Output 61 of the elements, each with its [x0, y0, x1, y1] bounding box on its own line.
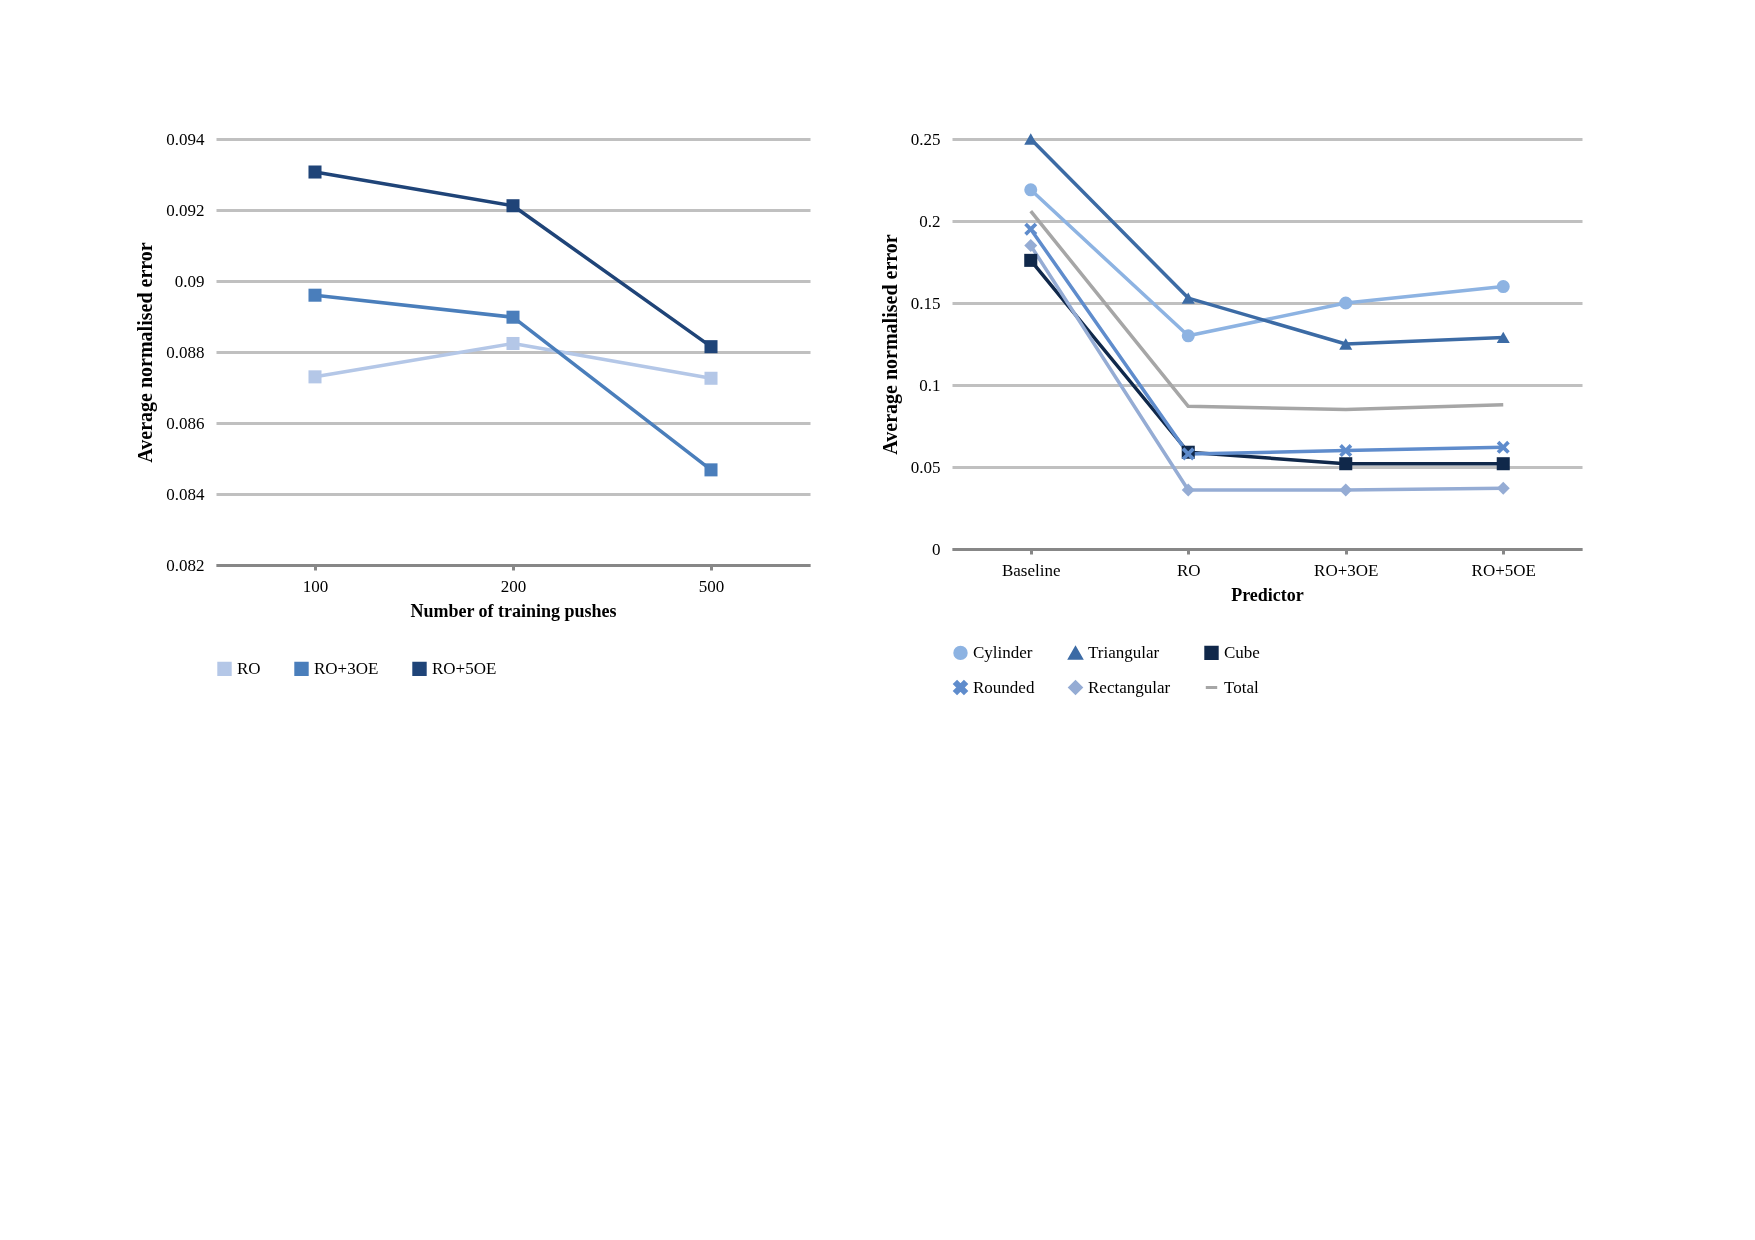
point	[1339, 444, 1353, 458]
legend-label: Triangular	[1088, 643, 1160, 663]
x-tick-label: 200	[500, 576, 527, 596]
point	[1496, 280, 1510, 294]
x-tick-label: 100	[302, 576, 329, 596]
x-axis-title: Number of training pushes	[410, 600, 617, 621]
legend-label: RO	[237, 658, 261, 678]
y-tick-label: 0.05	[910, 457, 941, 477]
point	[1496, 481, 1510, 495]
point	[1496, 440, 1510, 454]
point	[308, 288, 322, 302]
x-tick-label: Baseline	[1001, 560, 1061, 580]
y-tick-label: 0.082	[166, 555, 205, 575]
legend-label: Rectangular	[1088, 677, 1171, 697]
legend-label: Cube	[1224, 642, 1260, 662]
point	[1339, 483, 1353, 497]
point	[704, 371, 718, 385]
line-series	[1029, 209, 1505, 412]
point	[1339, 296, 1353, 310]
point	[1496, 457, 1510, 471]
point	[308, 370, 322, 384]
legend-label: Rounded	[973, 677, 1035, 697]
y-tick-label: 0.084	[166, 484, 205, 504]
y-tick-label: 0.2	[919, 211, 941, 231]
point	[1024, 183, 1038, 197]
point	[1496, 331, 1510, 344]
point	[1024, 133, 1038, 145]
y-tick-label: 0.092	[166, 200, 205, 220]
point	[1024, 239, 1038, 253]
point	[1181, 292, 1195, 304]
x-tick-label: RO+5OE	[1471, 560, 1536, 580]
point	[1024, 253, 1038, 267]
point	[1181, 329, 1195, 343]
y-tick-label: 0.088	[166, 342, 205, 362]
point	[1339, 338, 1353, 350]
x-tick-label: RO+3OE	[1314, 560, 1379, 580]
y-axis-title: Average normalised error	[878, 234, 902, 455]
legend-label: Total	[1224, 677, 1259, 697]
y-tick-label: 0.09	[174, 271, 205, 291]
point	[1181, 483, 1195, 497]
legend-label: RO+5OE	[432, 658, 497, 678]
point	[1339, 457, 1353, 471]
y-tick-label: 0	[932, 539, 941, 559]
point	[506, 199, 520, 213]
point	[506, 336, 520, 350]
point	[704, 463, 718, 477]
legend-label: RO+3OE	[314, 658, 379, 678]
y-tick-label: 0.15	[910, 293, 941, 313]
y-axis-title: Average normalised error	[134, 242, 158, 463]
y-tick-label: 0.25	[910, 129, 941, 149]
y-tick-label: 0.094	[166, 129, 205, 149]
point	[506, 310, 520, 324]
x-tick-label: RO	[1176, 560, 1201, 580]
point	[704, 340, 718, 354]
point	[308, 165, 322, 179]
x-axis-title: Predictor	[1231, 584, 1304, 605]
point	[1024, 222, 1038, 236]
y-tick-label: 0.1	[919, 375, 941, 395]
y-tick-label: 0.086	[166, 413, 205, 433]
legend-label: Cylinder	[973, 642, 1033, 662]
x-tick-label: 500	[698, 576, 725, 596]
